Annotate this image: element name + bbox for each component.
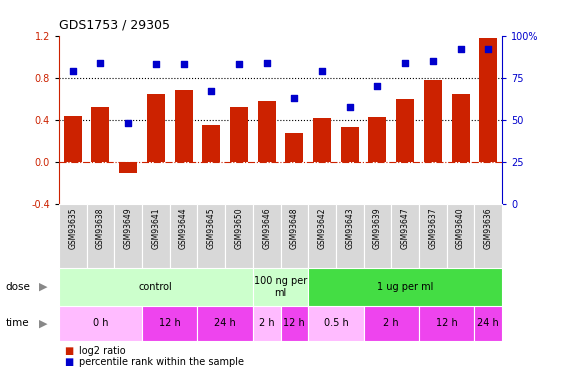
Point: [318, 68, 327, 74]
Text: 24 h: 24 h: [214, 318, 236, 328]
Bar: [479, 38, 497, 162]
Bar: [147, 94, 165, 162]
Text: GSM93646: GSM93646: [262, 208, 271, 249]
Point: [179, 61, 188, 68]
Text: GSM93638: GSM93638: [96, 208, 105, 249]
Text: 12 h: 12 h: [436, 318, 458, 328]
Bar: [174, 90, 192, 162]
FancyBboxPatch shape: [475, 306, 502, 341]
Text: GSM93648: GSM93648: [290, 208, 299, 249]
FancyBboxPatch shape: [392, 204, 419, 268]
Text: GSM93644: GSM93644: [179, 208, 188, 249]
Point: [290, 95, 299, 101]
Text: GSM93637: GSM93637: [429, 208, 438, 249]
Text: ■: ■: [65, 346, 73, 355]
Text: 12 h: 12 h: [283, 318, 305, 328]
FancyBboxPatch shape: [59, 268, 253, 306]
Text: GSM93639: GSM93639: [373, 208, 382, 249]
Text: GSM93649: GSM93649: [123, 208, 132, 249]
Point: [484, 46, 493, 52]
Point: [456, 46, 465, 52]
Bar: [286, 133, 304, 162]
Bar: [452, 94, 470, 162]
FancyBboxPatch shape: [308, 268, 502, 306]
Text: 24 h: 24 h: [477, 318, 499, 328]
Text: 0.5 h: 0.5 h: [324, 318, 348, 328]
FancyBboxPatch shape: [142, 204, 169, 268]
FancyBboxPatch shape: [59, 204, 86, 268]
FancyBboxPatch shape: [308, 204, 336, 268]
Bar: [341, 128, 358, 162]
Point: [151, 61, 160, 68]
Text: GSM93650: GSM93650: [234, 208, 243, 249]
FancyBboxPatch shape: [86, 204, 114, 268]
Bar: [313, 118, 331, 162]
FancyBboxPatch shape: [364, 306, 419, 341]
Text: GSM93640: GSM93640: [456, 208, 465, 249]
FancyBboxPatch shape: [253, 306, 280, 341]
Bar: [369, 117, 387, 162]
FancyBboxPatch shape: [308, 306, 364, 341]
Text: ▶: ▶: [39, 318, 48, 328]
FancyBboxPatch shape: [280, 204, 308, 268]
FancyBboxPatch shape: [59, 306, 142, 341]
FancyBboxPatch shape: [419, 306, 475, 341]
FancyBboxPatch shape: [336, 204, 364, 268]
Text: 1 ug per ml: 1 ug per ml: [377, 282, 433, 292]
Point: [401, 60, 410, 66]
FancyBboxPatch shape: [280, 306, 308, 341]
Point: [373, 83, 382, 89]
Text: percentile rank within the sample: percentile rank within the sample: [79, 357, 243, 367]
Text: ■: ■: [65, 357, 73, 367]
Bar: [203, 125, 220, 162]
FancyBboxPatch shape: [197, 204, 225, 268]
Bar: [396, 99, 414, 162]
FancyBboxPatch shape: [114, 204, 142, 268]
Bar: [230, 107, 248, 162]
Text: 0 h: 0 h: [93, 318, 108, 328]
Text: 2 h: 2 h: [259, 318, 274, 328]
Point: [262, 60, 271, 66]
Text: GSM93643: GSM93643: [345, 208, 354, 249]
Text: GSM93636: GSM93636: [484, 208, 493, 249]
FancyBboxPatch shape: [419, 204, 447, 268]
Point: [96, 60, 105, 66]
FancyBboxPatch shape: [142, 306, 197, 341]
FancyBboxPatch shape: [253, 204, 280, 268]
Text: GSM93645: GSM93645: [207, 208, 216, 249]
Bar: [64, 116, 82, 162]
Point: [345, 104, 354, 110]
Text: GSM93647: GSM93647: [401, 208, 410, 249]
FancyBboxPatch shape: [475, 204, 502, 268]
Point: [429, 58, 438, 64]
Bar: [91, 107, 109, 162]
Text: control: control: [139, 282, 173, 292]
Point: [234, 61, 243, 68]
Point: [68, 68, 77, 74]
FancyBboxPatch shape: [225, 204, 253, 268]
Text: 2 h: 2 h: [384, 318, 399, 328]
Bar: [119, 162, 137, 173]
FancyBboxPatch shape: [253, 268, 308, 306]
Text: GSM93641: GSM93641: [151, 208, 160, 249]
Text: ▶: ▶: [39, 282, 48, 292]
Point: [123, 120, 132, 126]
Bar: [257, 101, 275, 162]
Bar: [424, 80, 442, 162]
Text: 12 h: 12 h: [159, 318, 181, 328]
Text: GDS1753 / 29305: GDS1753 / 29305: [59, 19, 170, 32]
Text: log2 ratio: log2 ratio: [79, 346, 125, 355]
FancyBboxPatch shape: [169, 204, 197, 268]
Text: time: time: [6, 318, 29, 328]
Text: GSM93635: GSM93635: [68, 208, 77, 249]
Text: 100 ng per
ml: 100 ng per ml: [254, 276, 307, 298]
Text: dose: dose: [6, 282, 30, 292]
Point: [207, 88, 216, 94]
Text: GSM93642: GSM93642: [318, 208, 327, 249]
FancyBboxPatch shape: [447, 204, 475, 268]
FancyBboxPatch shape: [197, 306, 253, 341]
FancyBboxPatch shape: [364, 204, 392, 268]
